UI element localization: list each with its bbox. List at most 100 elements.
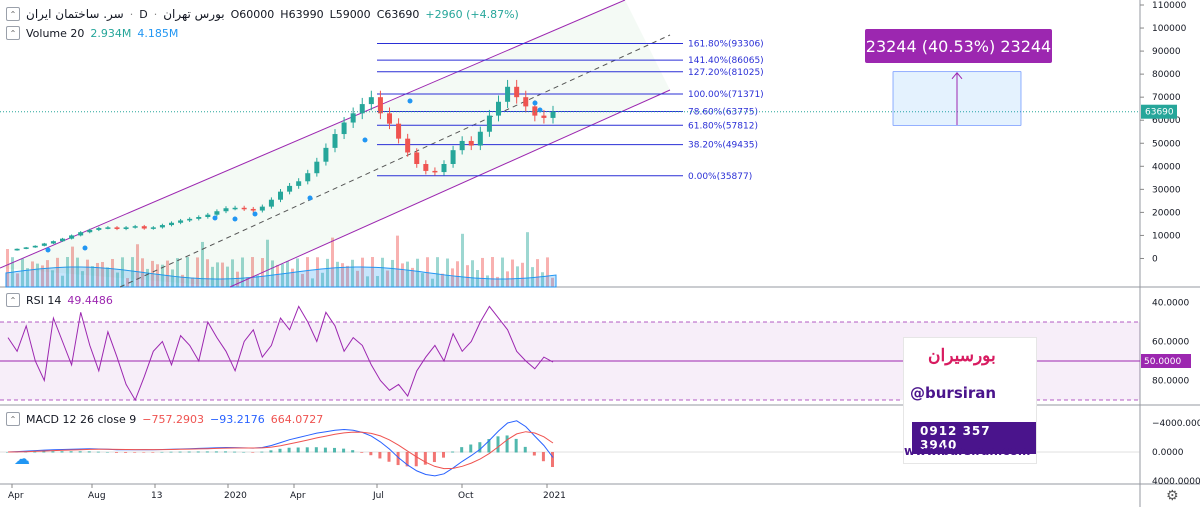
time-tick-label-Oct: Oct <box>458 491 474 501</box>
volume-bar <box>396 235 399 287</box>
candle-body <box>477 131 483 146</box>
volume-bar <box>106 267 109 287</box>
last-price-badge <box>1141 104 1177 119</box>
volume-bar <box>321 272 324 287</box>
volume-bar <box>446 258 449 287</box>
candle-body <box>414 152 420 164</box>
volume-bar <box>126 278 129 287</box>
candle-body <box>259 206 265 211</box>
volume-bar <box>416 258 419 287</box>
macd-hist-bar <box>278 448 282 453</box>
macd-hist-bar <box>142 452 146 453</box>
volume-bar <box>41 265 44 287</box>
measure-arrow-head <box>951 71 963 80</box>
candle-body <box>14 248 20 251</box>
price-tick-label: 70000 <box>1152 93 1181 103</box>
cloud-icon: ☁ <box>14 449 30 468</box>
macd-hist-bar <box>296 447 300 453</box>
candle-body <box>196 217 202 219</box>
volume-bar <box>301 273 304 287</box>
volume-bar <box>386 270 389 287</box>
volume-bar <box>196 257 199 287</box>
macd-hist-bar <box>551 452 554 468</box>
collapse-chevron-icon[interactable]: ⌃ <box>6 293 20 307</box>
volume-bar <box>161 264 164 287</box>
macd-hist-bar <box>351 450 355 453</box>
time-tick-label-13: 13 <box>151 491 162 501</box>
macd-hist-bar <box>487 439 491 453</box>
macd-hist-bar <box>124 452 128 453</box>
macd-hist-bar <box>314 447 318 453</box>
volume-bar <box>471 260 474 287</box>
candle-body <box>169 222 174 226</box>
macd-hist-bar <box>323 447 327 453</box>
fib-level-label: 61.80%(57812) <box>688 121 758 131</box>
volume-bar <box>181 274 184 287</box>
candle-body <box>432 170 438 173</box>
candle-body <box>223 208 229 212</box>
volume-bar <box>486 275 489 287</box>
volume-bar <box>166 260 169 287</box>
settings-gear-icon[interactable]: ⚙ <box>1166 488 1179 504</box>
volume-bar <box>491 257 494 287</box>
brand-site: www.bursiran.com <box>904 444 1031 458</box>
volume-bar <box>131 257 134 287</box>
volume-bar <box>271 260 274 287</box>
candle-body <box>178 220 184 223</box>
volume-bar <box>56 257 59 287</box>
symbol-name[interactable]: سر. ساختمان ایران <box>26 7 124 21</box>
candle-body <box>314 161 320 174</box>
fib-level-label: 100.00%(71371) <box>688 90 764 100</box>
macd-hist-bar <box>460 447 464 453</box>
volume-bar <box>16 273 19 287</box>
volume-bar <box>376 276 379 287</box>
signal-dot <box>252 211 258 217</box>
rsi-tick-label: 60.0000 <box>1152 338 1189 348</box>
signal-dot <box>532 100 538 106</box>
collapse-chevron-icon[interactable]: ⌃ <box>6 412 20 426</box>
volume-bar <box>116 272 119 287</box>
volume-bar <box>241 257 244 287</box>
volume-bar <box>206 259 209 287</box>
price-tick-label: 100000 <box>1152 24 1187 34</box>
collapse-chevron-icon[interactable]: ⌃ <box>6 26 20 40</box>
macd-value-2: −93.2176 <box>210 412 265 426</box>
macd-hist-bar <box>214 451 218 453</box>
price-range-measure[interactable]: 23244 (40.53%) 23244 <box>865 29 1052 63</box>
candle-body <box>377 97 383 114</box>
macd-hist-bar <box>233 451 237 453</box>
symbol-header: ⌃ سر. ساختمان ایران · D · بورس تهران O60… <box>6 6 519 22</box>
macd-hist-bar <box>169 451 173 453</box>
volume-bar <box>451 268 454 287</box>
volume-label: Volume 20 <box>26 26 85 40</box>
volume-bar <box>136 244 139 287</box>
macd-hist-bar <box>105 451 109 453</box>
candle-body <box>514 86 520 98</box>
macd-hist-bar <box>432 452 436 463</box>
volume-bar <box>326 258 329 287</box>
fib-level-label: 0.00%(35877) <box>688 172 752 182</box>
ohlc-change: +2960 (+4.87%) <box>425 7 519 21</box>
macd-hist-bar <box>115 452 118 453</box>
fib-level-label: 38.20%(49435) <box>688 141 758 151</box>
collapse-chevron-icon[interactable]: ⌃ <box>6 7 20 21</box>
volume-bar <box>81 271 84 287</box>
macd-hist-bar <box>505 435 509 453</box>
macd-hist-bar <box>60 451 64 453</box>
fib-level-label: 78.60%(63775) <box>688 108 758 118</box>
time-tick-label-Aug: Aug <box>88 491 106 501</box>
fib-level-label: 127.20%(81025) <box>688 68 764 78</box>
volume-bar <box>146 268 149 287</box>
volume-bar <box>171 269 174 287</box>
interval-label[interactable]: D <box>139 7 148 21</box>
macd-hist-bar <box>133 452 137 453</box>
candle-body <box>441 164 447 173</box>
macd-hist-bar <box>33 451 37 453</box>
volume-bar <box>246 277 249 287</box>
signal-dot <box>537 107 543 113</box>
rsi-badge <box>1141 354 1191 368</box>
ohlc-high: H63990 <box>280 7 324 21</box>
volume-bar <box>411 267 414 287</box>
macd-hist-bar <box>469 444 473 453</box>
